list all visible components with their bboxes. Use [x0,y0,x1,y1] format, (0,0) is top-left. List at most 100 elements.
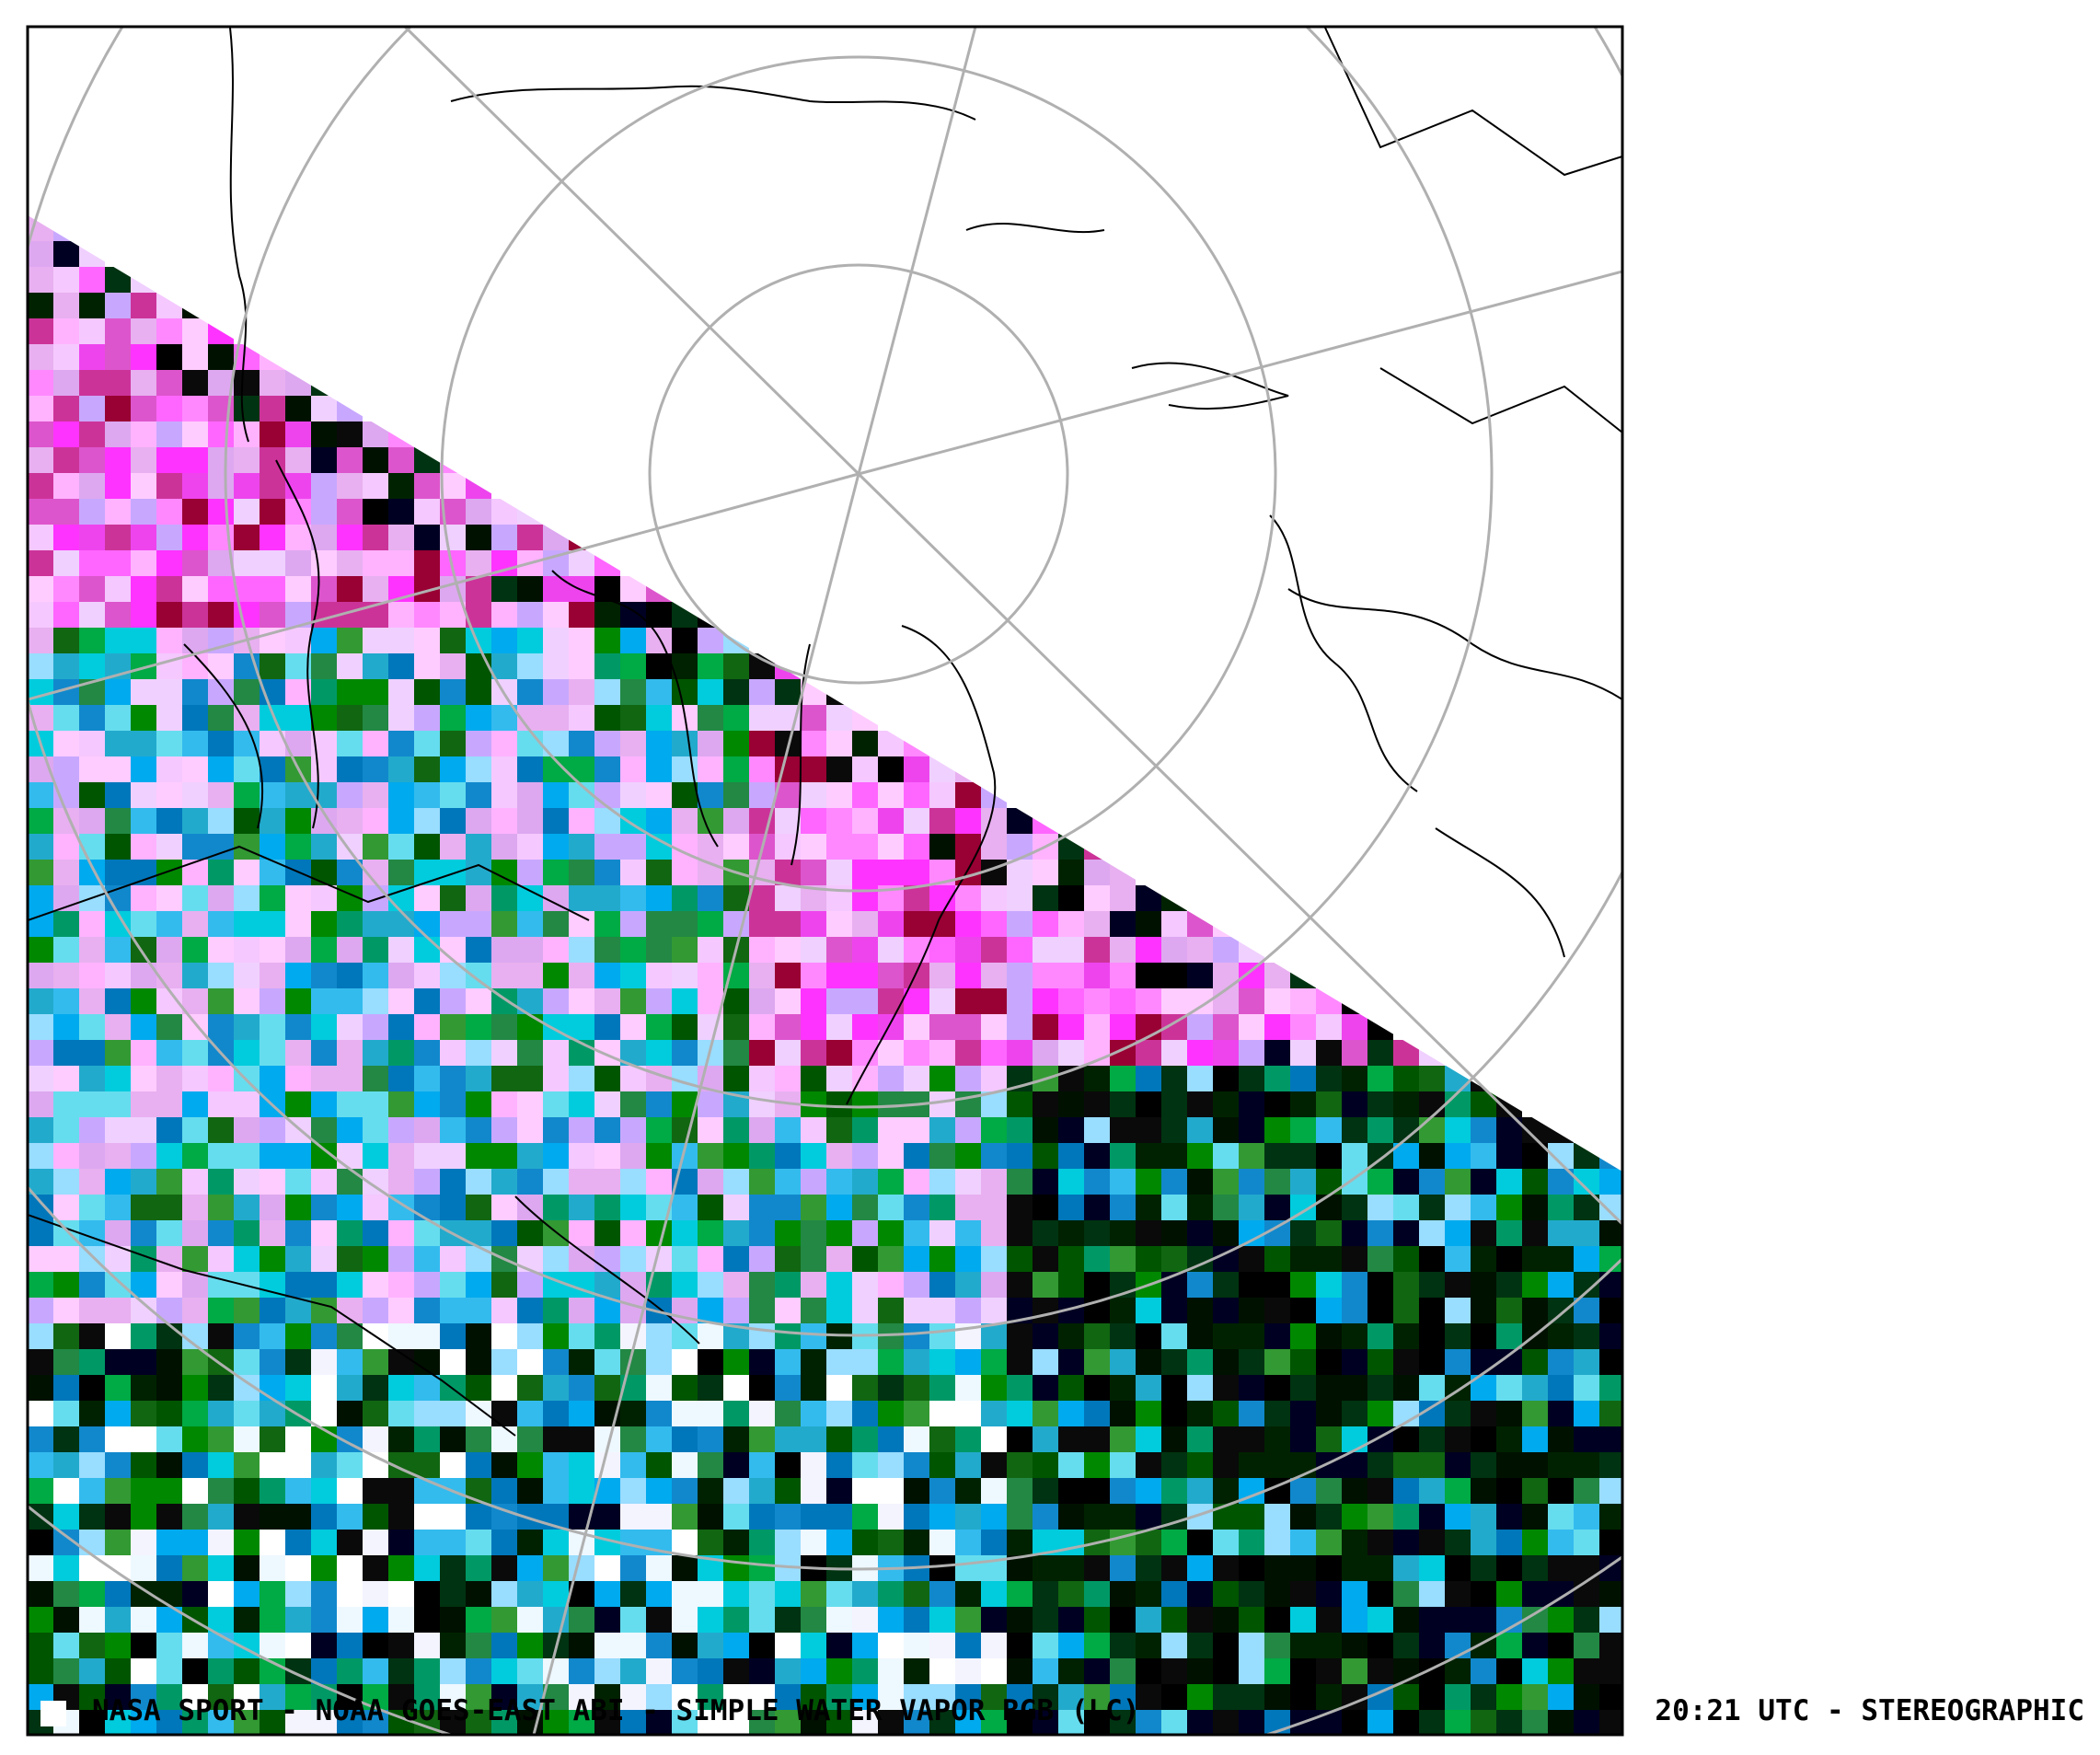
image-pixel [517,628,543,653]
image-pixel [1058,1272,1084,1298]
image-pixel [1522,1530,1548,1555]
image-pixel [826,731,852,756]
image-pixel [1187,1040,1213,1066]
image-pixel [1058,1452,1084,1478]
image-pixel [131,396,156,421]
image-pixel [1522,1504,1548,1530]
image-pixel [466,550,491,576]
image-pixel [929,1607,955,1633]
image-pixel [1033,1246,1058,1272]
image-pixel [672,628,698,653]
image-pixel [826,756,852,782]
image-pixel [1393,1375,1419,1401]
image-pixel [749,731,775,756]
image-pixel [852,1117,878,1143]
image-pixel [79,1091,105,1117]
image-pixel [1033,911,1058,937]
image-pixel [208,1530,234,1555]
image-pixel [904,1349,929,1375]
image-pixel [28,808,53,834]
image-pixel [208,1195,234,1220]
image-pixel [311,963,337,988]
image-pixel [1445,1607,1471,1633]
image-pixel [182,731,208,756]
image-pixel [878,911,904,937]
image-pixel [955,885,981,911]
image-pixel [749,1014,775,1040]
image-pixel [388,1555,414,1581]
image-pixel [466,1066,491,1091]
image-pixel [1110,885,1136,911]
image-pixel [208,1220,234,1246]
image-pixel [28,1323,53,1349]
image-pixel [594,1323,620,1349]
image-pixel [414,602,440,628]
image-pixel [1419,1349,1445,1375]
image-pixel [79,756,105,782]
image-pixel [1290,1504,1316,1530]
image-pixel [1084,1272,1110,1298]
image-pixel [311,1555,337,1581]
image-pixel [1110,1710,1136,1735]
image-pixel [1007,937,1033,963]
image-pixel [955,1658,981,1684]
image-pixel [672,1555,698,1581]
image-pixel [1110,1607,1136,1633]
image-pixel [698,1478,723,1504]
image-pixel [337,963,363,988]
image-pixel [105,1272,131,1298]
image-pixel [208,1014,234,1040]
image-pixel [311,550,337,576]
image-pixel [311,756,337,782]
image-pixel [1213,1607,1239,1633]
image-pixel [337,937,363,963]
image-pixel [1110,1066,1136,1091]
image-pixel [260,885,285,911]
image-pixel [672,1426,698,1452]
image-pixel [414,937,440,963]
image-pixel [440,1452,466,1478]
image-pixel [878,1272,904,1298]
image-pixel [363,808,388,834]
image-pixel [1033,1684,1058,1710]
image-pixel [1548,1323,1574,1349]
image-pixel [285,1684,311,1710]
image-pixel [1367,1091,1393,1117]
image-pixel [801,834,826,860]
image-pixel [105,576,131,602]
image-pixel [517,1014,543,1040]
image-pixel [440,679,466,705]
image-pixel [620,679,646,705]
image-pixel [569,1169,594,1195]
image-pixel [1264,988,1290,1014]
image-pixel [105,1014,131,1040]
image-pixel [1599,1633,1622,1658]
image-pixel [260,602,285,628]
image-pixel [1496,1298,1522,1323]
image-pixel [1574,1349,1599,1375]
image-pixel [234,1169,260,1195]
image-pixel [981,1426,1007,1452]
image-pixel [569,1452,594,1478]
image-pixel [79,396,105,421]
image-pixel [981,963,1007,988]
image-pixel [285,1040,311,1066]
image-pixel [466,1710,491,1735]
image-pixel [646,1323,672,1349]
image-pixel [1213,1143,1239,1169]
image-pixel [1264,1375,1290,1401]
image-pixel [234,602,260,628]
image-pixel [1161,1220,1187,1246]
image-pixel [156,1452,182,1478]
image-pixel [749,1452,775,1478]
image-pixel [517,1143,543,1169]
image-pixel [285,1272,311,1298]
image-pixel [182,421,208,447]
image-pixel [646,1014,672,1040]
image-pixel [1574,1581,1599,1607]
image-pixel [156,860,182,885]
image-pixel [440,1169,466,1195]
image-pixel [1496,1684,1522,1710]
image-pixel [801,988,826,1014]
image-pixel [517,885,543,911]
